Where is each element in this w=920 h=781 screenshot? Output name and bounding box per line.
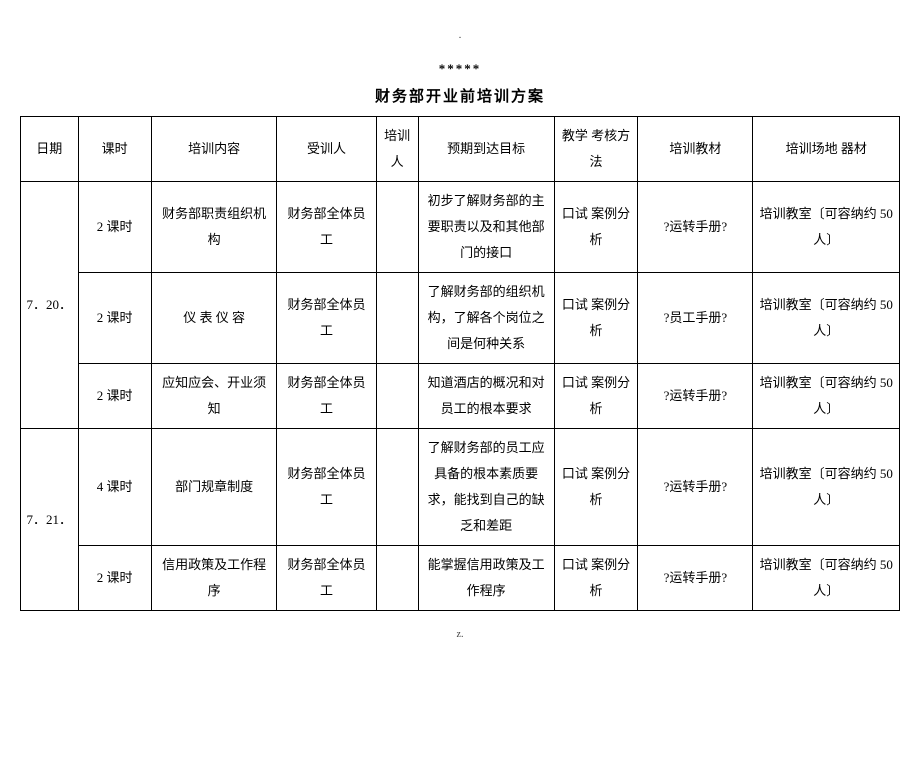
- table-header-row: 日期 课时 培训内容 受训人 培训人 预期到达目标 教学 考核方法 培训教材 培…: [21, 117, 900, 182]
- cell-venue: 培训教室〔可容纳约 50 人〕: [753, 429, 900, 546]
- col-method: 教学 考核方法: [554, 117, 638, 182]
- cell-hours: 4 课时: [78, 429, 151, 546]
- cell-method: 口试 案例分析: [554, 429, 638, 546]
- cell-content: 部门规章制度: [151, 429, 277, 546]
- document-title: 财务部开业前培训方案: [20, 85, 900, 106]
- col-goal: 预期到达目标: [418, 117, 554, 182]
- col-trainee: 受训人: [277, 117, 376, 182]
- cell-trainer: [376, 364, 418, 429]
- col-date: 日期: [21, 117, 79, 182]
- cell-trainee: 财务部全体员工: [277, 429, 376, 546]
- cell-date: 7．21．: [21, 429, 79, 611]
- cell-venue: 培训教室〔可容纳约 50 人〕: [753, 273, 900, 364]
- cell-content: 应知应会、开业须知: [151, 364, 277, 429]
- cell-material: ?运转手册?: [638, 429, 753, 546]
- cell-method: 口试 案例分析: [554, 273, 638, 364]
- cell-trainer: [376, 273, 418, 364]
- cell-method: 口试 案例分析: [554, 546, 638, 611]
- col-hours: 课时: [78, 117, 151, 182]
- cell-venue: 培训教室〔可容纳约 50 人〕: [753, 364, 900, 429]
- cell-venue: 培训教室〔可容纳约 50 人〕: [753, 546, 900, 611]
- cell-trainee: 财务部全体员工: [277, 273, 376, 364]
- cell-content: 仪 表 仪 容: [151, 273, 277, 364]
- cell-trainer: [376, 182, 418, 273]
- table-row: 2 课时仪 表 仪 容财务部全体员工了解财务部的组织机构，了解各个岗位之间是何种…: [21, 273, 900, 364]
- cell-material: ?运转手册?: [638, 546, 753, 611]
- stars-heading: *****: [20, 61, 900, 77]
- table-row: 7．21．4 课时部门规章制度财务部全体员工了解财务部的员工应具备的根本素质要求…: [21, 429, 900, 546]
- cell-goal: 能掌握信用政策及工作程序: [418, 546, 554, 611]
- table-row: 7．20．2 课时财务部职责组织机构财务部全体员工初步了解财务部的主要职责以及和…: [21, 182, 900, 273]
- cell-method: 口试 案例分析: [554, 182, 638, 273]
- cell-hours: 2 课时: [78, 364, 151, 429]
- cell-trainer: [376, 429, 418, 546]
- cell-method: 口试 案例分析: [554, 364, 638, 429]
- cell-trainee: 财务部全体员工: [277, 364, 376, 429]
- col-venue: 培训场地 器材: [753, 117, 900, 182]
- cell-material: ?员工手册?: [638, 273, 753, 364]
- table-row: 2 课时应知应会、开业须知财务部全体员工知道酒店的概况和对员工的根本要求口试 案…: [21, 364, 900, 429]
- cell-trainee: 财务部全体员工: [277, 546, 376, 611]
- cell-trainee: 财务部全体员工: [277, 182, 376, 273]
- training-table: 日期 课时 培训内容 受训人 培训人 预期到达目标 教学 考核方法 培训教材 培…: [20, 116, 900, 611]
- top-mark: .: [20, 30, 900, 41]
- cell-material: ?运转手册?: [638, 182, 753, 273]
- page: . ***** 财务部开业前培训方案 日期 课时 培训内容 受训人 培训人 预期…: [20, 30, 900, 640]
- cell-venue: 培训教室〔可容纳约 50 人〕: [753, 182, 900, 273]
- cell-hours: 2 课时: [78, 546, 151, 611]
- cell-goal: 了解财务部的员工应具备的根本素质要求，能找到自己的缺乏和差距: [418, 429, 554, 546]
- cell-goal: 知道酒店的概况和对员工的根本要求: [418, 364, 554, 429]
- cell-hours: 2 课时: [78, 273, 151, 364]
- cell-date: 7．20．: [21, 182, 79, 429]
- cell-material: ?运转手册?: [638, 364, 753, 429]
- cell-goal: 了解财务部的组织机构，了解各个岗位之间是何种关系: [418, 273, 554, 364]
- col-material: 培训教材: [638, 117, 753, 182]
- col-content: 培训内容: [151, 117, 277, 182]
- col-trainer: 培训人: [376, 117, 418, 182]
- cell-goal: 初步了解财务部的主要职责以及和其他部门的接口: [418, 182, 554, 273]
- cell-hours: 2 课时: [78, 182, 151, 273]
- footer-mark: z.: [20, 629, 900, 640]
- table-row: 2 课时信用政策及工作程序财务部全体员工能掌握信用政策及工作程序口试 案例分析?…: [21, 546, 900, 611]
- cell-trainer: [376, 546, 418, 611]
- cell-content: 财务部职责组织机构: [151, 182, 277, 273]
- cell-content: 信用政策及工作程序: [151, 546, 277, 611]
